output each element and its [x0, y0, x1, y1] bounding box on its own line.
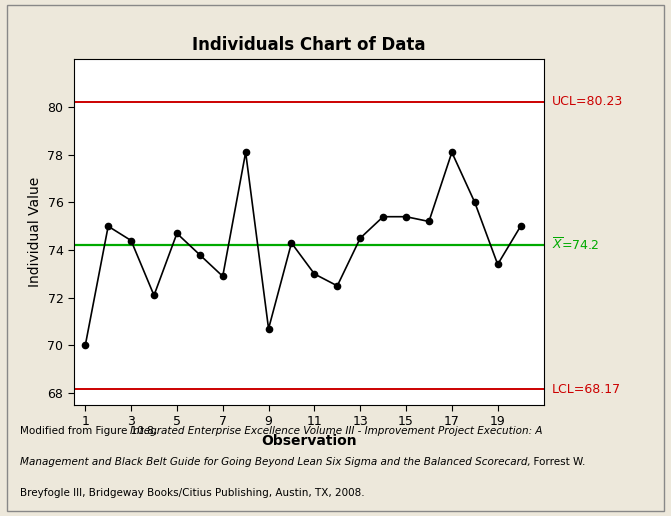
Text: Management and Black Belt Guide for Going Beyond Lean Six Sigma and the Balanced: Management and Black Belt Guide for Goin… — [20, 457, 531, 466]
Text: Modified from Figure 10.8,: Modified from Figure 10.8, — [20, 426, 160, 436]
X-axis label: Observation: Observation — [261, 434, 356, 448]
Text: $\overline{X}$=74.2: $\overline{X}$=74.2 — [552, 237, 599, 253]
Y-axis label: Individual Value: Individual Value — [28, 177, 42, 287]
Title: Individuals Chart of Data: Individuals Chart of Data — [192, 36, 425, 54]
Text: Integrated Enterprise Excellence Volume III - Improvement Project Execution: A: Integrated Enterprise Excellence Volume … — [130, 426, 542, 436]
Text: UCL=80.23: UCL=80.23 — [552, 95, 623, 108]
Text: Forrest W.: Forrest W. — [527, 457, 585, 466]
Text: Breyfogle III, Bridgeway Books/Citius Publishing, Austin, TX, 2008.: Breyfogle III, Bridgeway Books/Citius Pu… — [20, 488, 365, 497]
Text: LCL=68.17: LCL=68.17 — [552, 382, 621, 396]
